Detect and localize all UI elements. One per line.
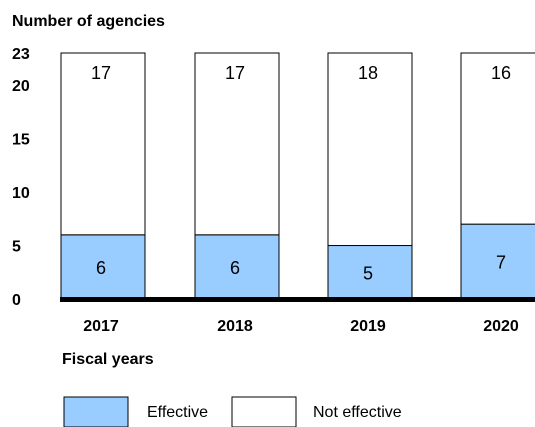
data-labels: 6 17 6 17 5 18 7 16 (91, 63, 511, 283)
y-axis-ticks: 0 5 10 15 20 23 (12, 46, 30, 309)
data-label: 17 (91, 63, 111, 83)
legend-label: Effective (147, 404, 208, 421)
x-tick-label: 2020 (483, 318, 519, 335)
x-axis-title: Fiscal years (62, 351, 154, 368)
bar-segment-effective (460, 223, 535, 300)
data-label: 6 (230, 258, 240, 278)
data-label: 16 (491, 63, 511, 83)
legend-label: Not effective (313, 404, 402, 421)
y-tick-label: 23 (12, 46, 30, 63)
data-label: 7 (496, 253, 506, 273)
x-tick-label: 2018 (217, 318, 253, 335)
x-tick-label: 2019 (350, 318, 386, 335)
legend-swatch (63, 396, 129, 427)
y-tick-label: 10 (12, 185, 30, 202)
y-axis-title: Number of agencies (12, 13, 165, 30)
bars (60, 52, 535, 300)
x-axis-baseline (60, 297, 535, 302)
bar-segment-not-effective (194, 52, 280, 236)
bar-segment-effective (60, 234, 146, 300)
data-label: 6 (96, 258, 106, 278)
legend-swatch (231, 396, 297, 427)
bar-segment-not-effective (327, 52, 413, 247)
y-tick-label: 15 (12, 132, 30, 149)
data-label: 17 (225, 63, 245, 83)
y-tick-label: 0 (12, 292, 21, 309)
y-tick-label: 5 (12, 239, 21, 256)
legend: Effective Not effective (63, 396, 402, 427)
x-axis-ticks: 2017 2018 2019 2020 (83, 318, 519, 335)
bar-segment-not-effective (460, 52, 535, 225)
data-label: 5 (363, 263, 373, 283)
bar-segment-not-effective (60, 52, 146, 236)
y-tick-label: 20 (12, 78, 30, 95)
data-label: 18 (358, 63, 378, 83)
x-tick-label: 2017 (83, 318, 119, 335)
